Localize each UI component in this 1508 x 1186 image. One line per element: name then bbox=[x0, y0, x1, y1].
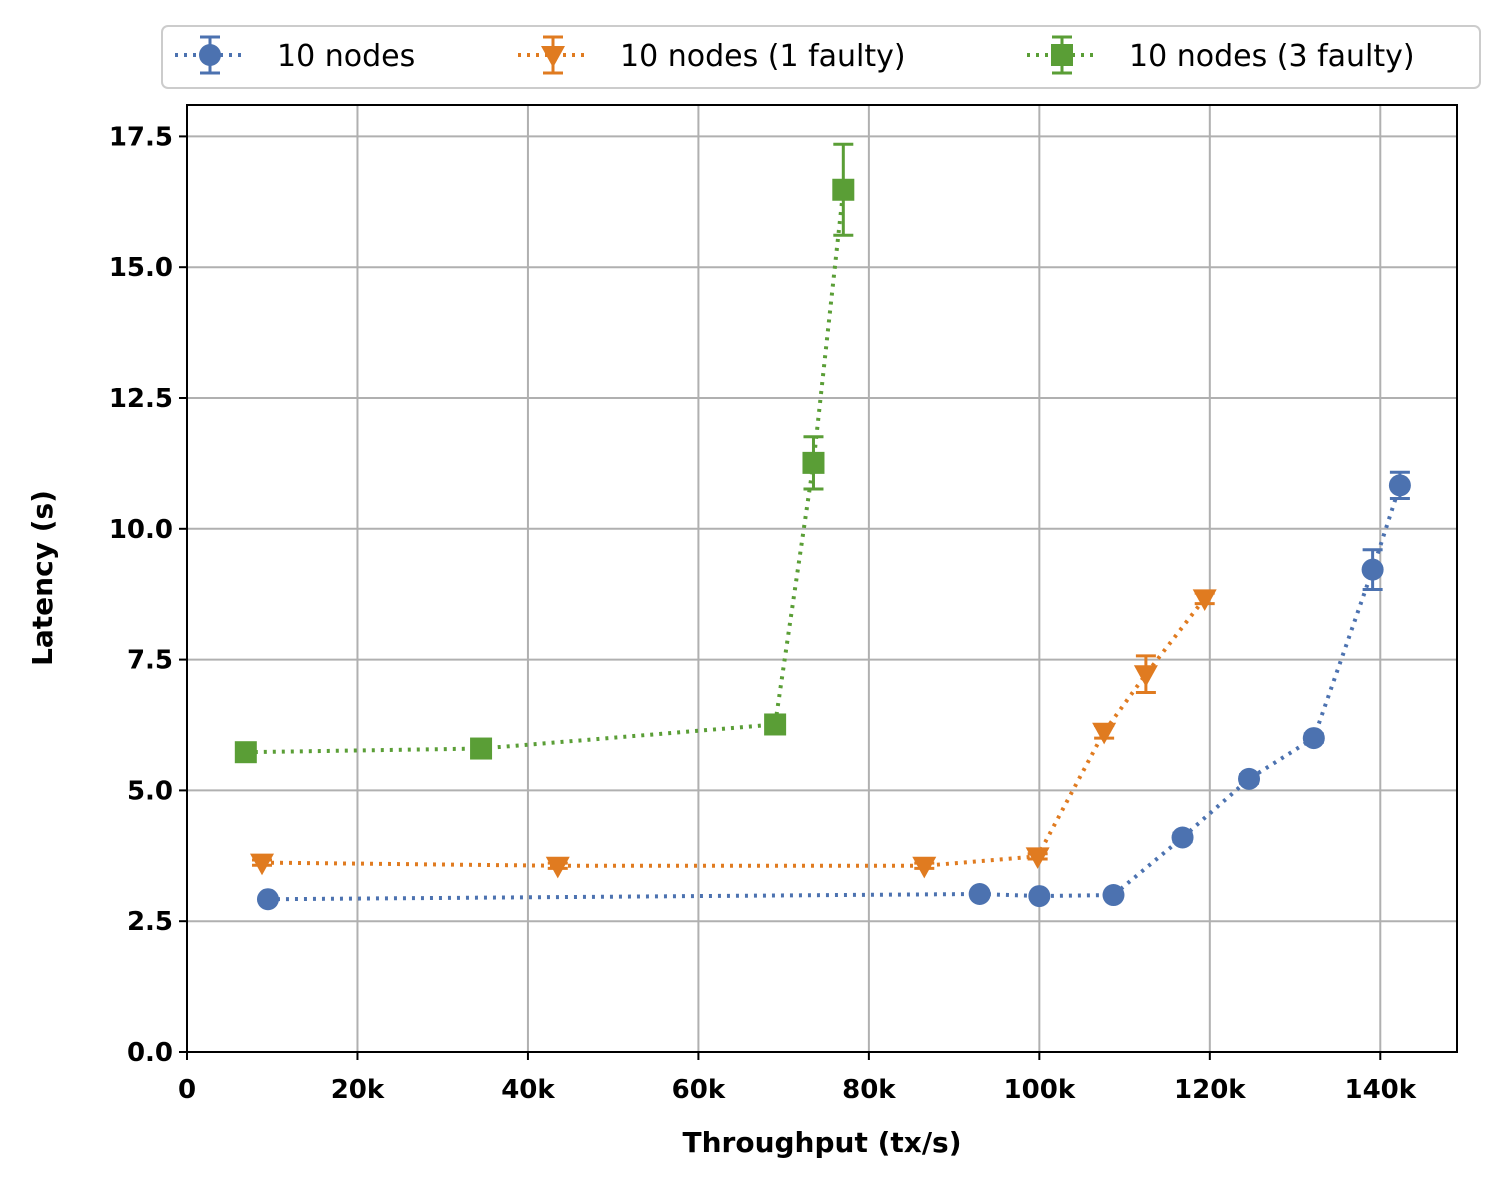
data-point bbox=[1092, 722, 1117, 745]
y-tick-label: 15.0 bbox=[109, 253, 173, 283]
data-point bbox=[764, 713, 787, 736]
data-point bbox=[1238, 767, 1261, 790]
data-point bbox=[1133, 665, 1158, 687]
y-tick-label: 17.5 bbox=[109, 122, 173, 152]
data-point bbox=[832, 178, 855, 201]
legend-items: 10 nodes 10 nodes (1 faulty) 10 nodes (3 f… bbox=[175, 35, 1415, 75]
x-tick-label: 140k bbox=[1344, 1075, 1416, 1105]
data-point bbox=[545, 856, 570, 879]
legend-label: 10 nodes bbox=[277, 39, 415, 74]
y-tick-label: 12.5 bbox=[109, 384, 173, 414]
series-2 bbox=[250, 589, 1217, 879]
data-point bbox=[1028, 885, 1051, 908]
y-tick-label: 10.0 bbox=[109, 515, 173, 545]
data-point bbox=[1192, 589, 1217, 611]
legend-item-3: 10 nodes (3 faulty) bbox=[1027, 35, 1415, 75]
y-tick-label: 0.0 bbox=[127, 1038, 173, 1068]
series-line bbox=[245, 189, 846, 755]
y-tick-label: 2.5 bbox=[127, 907, 173, 937]
series-line bbox=[267, 484, 1402, 902]
data-point bbox=[470, 737, 493, 760]
data-point bbox=[1102, 884, 1125, 907]
legend-marker bbox=[541, 46, 565, 68]
legend-item-1: 10 nodes bbox=[175, 35, 415, 75]
series-layer bbox=[234, 142, 1411, 911]
data-point bbox=[968, 882, 991, 905]
data-point bbox=[256, 888, 279, 911]
data-point bbox=[234, 741, 257, 764]
legend-label: 10 nodes (3 faulty) bbox=[1129, 39, 1415, 74]
series-1 bbox=[256, 470, 1411, 911]
data-point bbox=[1302, 727, 1325, 750]
x-tick-label: 20k bbox=[331, 1075, 385, 1105]
legend: 10 nodes 10 nodes (1 faulty) 10 nodes (3 f… bbox=[161, 25, 1481, 89]
data-point bbox=[1171, 826, 1194, 849]
data-point bbox=[912, 856, 937, 879]
plot-frame bbox=[186, 104, 1458, 1053]
x-tick-label: 40k bbox=[501, 1075, 555, 1105]
data-point bbox=[1388, 474, 1411, 497]
legend-box bbox=[161, 25, 1481, 89]
data-point bbox=[250, 853, 275, 876]
x-tick-label: 80k bbox=[842, 1075, 896, 1105]
legend-marker bbox=[1051, 44, 1073, 66]
series-line bbox=[261, 597, 1207, 868]
legend-marker bbox=[199, 44, 221, 66]
x-axis-ticks: 0 20k 40k 60k 80k 100k 120k 140k bbox=[178, 1052, 1417, 1105]
legend-label: 10 nodes (1 faulty) bbox=[620, 39, 906, 74]
x-tick-label: 60k bbox=[672, 1075, 726, 1105]
grid-lines bbox=[186, 105, 1457, 1053]
x-tick-label: 120k bbox=[1174, 1075, 1246, 1105]
y-tick-label: 7.5 bbox=[127, 646, 173, 676]
data-point bbox=[1025, 847, 1050, 869]
y-axis-ticks: 0.0 2.5 5.0 7.5 10.0 12.5 15.0 17.5 bbox=[109, 122, 187, 1068]
data-point bbox=[802, 451, 825, 474]
x-axis-title: Throughput (tx/s) bbox=[682, 1126, 961, 1159]
series-3 bbox=[234, 142, 855, 764]
data-point bbox=[1361, 558, 1384, 581]
y-axis-title: Latency (s) bbox=[26, 490, 59, 666]
x-tick-label: 0 bbox=[178, 1075, 196, 1105]
legend-item-2: 10 nodes (1 faulty) bbox=[518, 35, 906, 75]
x-tick-label: 100k bbox=[1004, 1075, 1076, 1105]
y-tick-label: 5.0 bbox=[127, 776, 173, 806]
